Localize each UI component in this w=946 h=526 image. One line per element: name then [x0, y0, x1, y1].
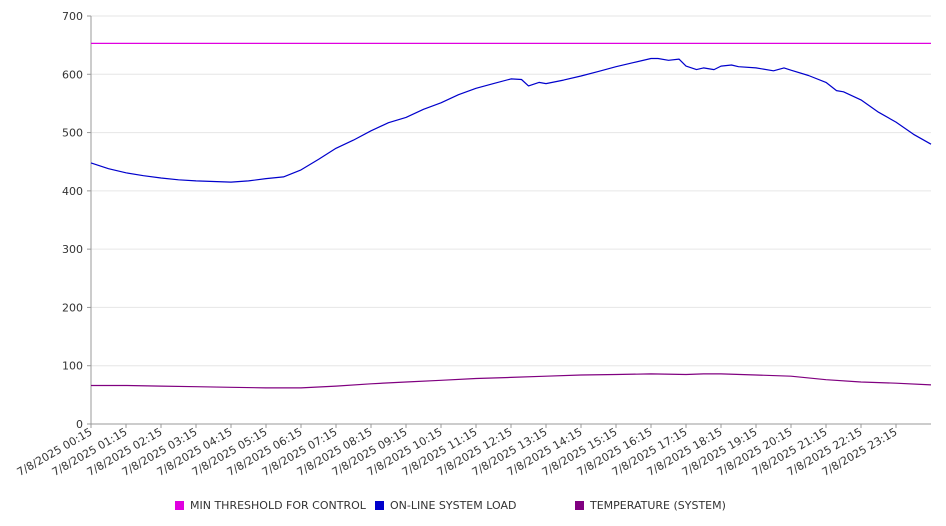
y-tick-label: 500	[62, 127, 83, 140]
legend-swatch-threshold	[175, 501, 184, 510]
y-axis-ticks: 0 100 200 300 400 500 600 700	[62, 10, 83, 431]
legend-item-system-load: ON-LINE SYSTEM LOAD	[375, 499, 516, 512]
series-line-2	[91, 373, 932, 389]
y-tick-label: 100	[62, 360, 83, 373]
y-tick-label: 600	[62, 68, 83, 81]
chart-axes	[90, 16, 931, 425]
legend-item-temperature: TEMPERATURE (SYSTEM)	[575, 499, 726, 512]
legend-swatch-system-load	[375, 501, 384, 510]
legend-label-threshold: MIN THRESHOLD FOR CONTROL	[190, 499, 366, 512]
chart-series-lines	[90, 42, 932, 389]
series-line-1	[90, 57, 932, 183]
y-tick-label: 0	[76, 418, 83, 431]
y-tick-label: 400	[62, 185, 83, 198]
y-tick-label: 700	[62, 10, 83, 23]
legend-label-system-load: ON-LINE SYSTEM LOAD	[390, 499, 517, 512]
legend-label-temperature: TEMPERATURE (SYSTEM)	[590, 499, 726, 512]
y-tick-label: 300	[62, 243, 83, 256]
x-axis-ticks: 7/8/2025 00:157/8/2025 01:157/8/2025 02:…	[15, 424, 900, 479]
chart-legend: MIN THRESHOLD FOR CONTROL ON-LINE SYSTEM…	[0, 499, 946, 517]
y-tick-label: 200	[62, 301, 83, 314]
legend-swatch-temperature	[575, 501, 584, 510]
chart-grid	[87, 15, 931, 425]
legend-item-threshold: MIN THRESHOLD FOR CONTROL	[175, 499, 366, 512]
